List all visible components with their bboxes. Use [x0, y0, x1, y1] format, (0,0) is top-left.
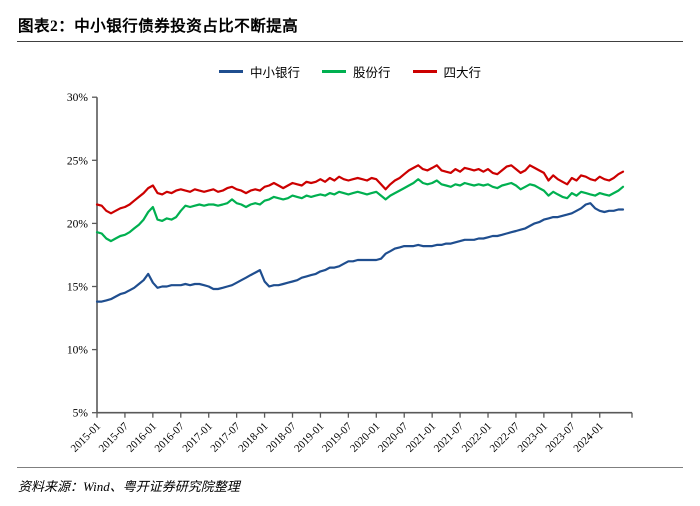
x-tick-label: 2015-01: [69, 420, 103, 454]
x-tick-label: 2018-01: [236, 420, 270, 454]
legend-line-swatch-red: [412, 70, 437, 73]
legend-item-joint-stock-banks: 股份行: [321, 62, 391, 81]
x-tick-label: 2022-01: [460, 420, 494, 454]
legend-line-swatch-green: [321, 70, 346, 73]
x-tick-label: 2024-01: [571, 420, 605, 454]
x-tick-label: 2019-01: [292, 420, 326, 454]
x-tick-label: 2016-07: [152, 420, 187, 455]
source-divider: [17, 467, 683, 468]
y-tick-label: 25%: [67, 155, 89, 167]
y-tick-label: 10%: [67, 345, 89, 357]
x-tick-label: 2017-01: [180, 420, 214, 454]
y-tick-label: 30%: [67, 92, 89, 104]
legend-label: 股份行: [352, 66, 391, 80]
series-line-joint-stock-banks: [95, 178, 625, 243]
x-tick-label: 2017-07: [208, 420, 243, 455]
x-tick-label: 2019-07: [320, 420, 355, 455]
legend-label: 四大行: [443, 66, 482, 80]
x-tick-label: 2022-07: [488, 420, 523, 455]
x-tick-label: 2023-01: [516, 420, 550, 454]
x-tick-label: 2016-01: [125, 420, 159, 454]
y-tick-label: 15%: [67, 282, 89, 294]
x-tick-label: 2018-07: [264, 420, 299, 455]
y-tick-label: 5%: [73, 408, 89, 420]
chart-title: 图表2：中小银行债券投资占比不断提高: [18, 18, 299, 35]
series-line-big-four-banks: [95, 164, 625, 215]
y-tick-label: 20%: [67, 218, 89, 230]
x-tick-label: 2021-01: [404, 420, 438, 454]
legend-line-swatch-blue: [218, 70, 243, 73]
series-line-small-medium-banks: [95, 202, 625, 303]
x-tick-label: 2020-01: [348, 420, 382, 454]
x-tick-label: 2020-07: [376, 420, 411, 455]
legend-item-big-four-banks: 四大行: [412, 62, 482, 81]
chart-legend: 中小银行 股份行 四大行: [0, 62, 700, 81]
legend-item-small-medium-banks: 中小银行: [218, 62, 300, 81]
legend-label: 中小银行: [249, 66, 300, 80]
source-note: 资料来源：Wind、粤开证券研究院整理: [18, 479, 240, 494]
x-tick-label: 2023-07: [544, 420, 579, 455]
x-tick-label: 2015-07: [97, 420, 132, 455]
x-tick-label: 2021-07: [432, 420, 467, 455]
title-divider: [17, 41, 683, 42]
